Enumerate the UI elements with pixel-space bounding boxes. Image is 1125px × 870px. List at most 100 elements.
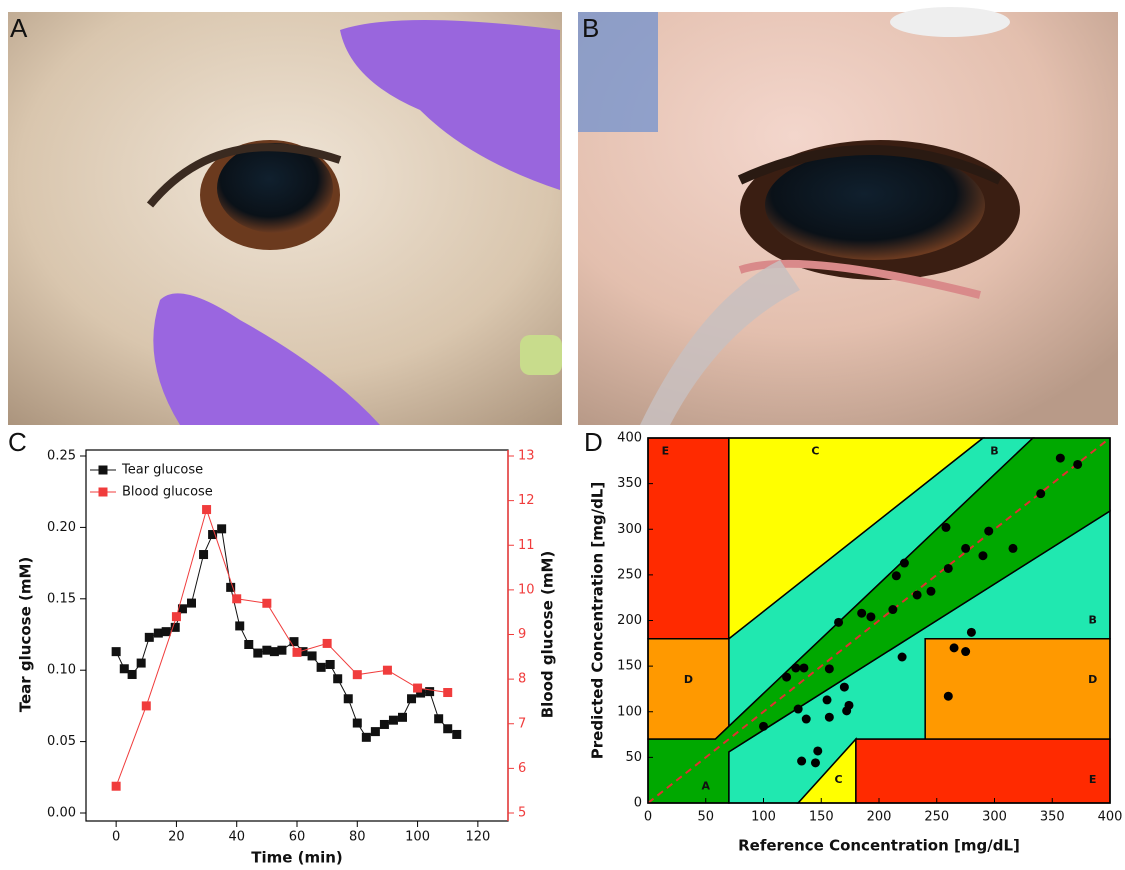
- y2-tick-label: 12: [518, 493, 535, 508]
- x-tick-label: 40: [228, 830, 245, 845]
- marker: [353, 719, 362, 728]
- marker: [244, 640, 253, 649]
- x-axis-title: Reference Concentration [mg/dL]: [738, 837, 1020, 855]
- marker: [199, 550, 208, 559]
- point: [811, 758, 820, 767]
- point: [913, 590, 922, 599]
- panel-label: C: [8, 427, 27, 457]
- point: [926, 587, 935, 596]
- point: [797, 757, 806, 766]
- point: [944, 564, 953, 573]
- marker: [389, 716, 398, 725]
- point: [941, 523, 950, 532]
- zone-label: C: [811, 445, 819, 458]
- marker: [398, 713, 407, 722]
- x-tick-label: 250: [924, 810, 949, 825]
- y2-tick-label: 11: [518, 538, 535, 553]
- y-tick-label: 150: [617, 659, 642, 674]
- point: [834, 618, 843, 627]
- x-tick-label: 0: [644, 810, 652, 825]
- legend-label: Tear glucose: [121, 463, 203, 478]
- point: [866, 612, 875, 621]
- marker: [308, 651, 317, 660]
- point: [794, 705, 803, 714]
- marker: [317, 663, 326, 672]
- x-tick-label: 80: [349, 830, 366, 845]
- y-tick-label: 300: [617, 522, 642, 537]
- marker: [232, 594, 241, 603]
- marker: [235, 621, 244, 630]
- panel-label: D: [584, 427, 603, 457]
- y2-tick-label: 8: [518, 672, 526, 687]
- x-tick-label: 20: [168, 830, 185, 845]
- legend-marker: [99, 466, 108, 475]
- x-tick-label: 100: [405, 830, 430, 845]
- point: [967, 628, 976, 637]
- marker: [145, 633, 154, 642]
- y2-tick-label: 5: [518, 806, 526, 821]
- point: [813, 746, 822, 755]
- y-tick-label: 50: [625, 750, 642, 765]
- point: [888, 605, 897, 614]
- point: [898, 653, 907, 662]
- marker: [344, 694, 353, 703]
- marker: [172, 612, 181, 621]
- zone: [648, 639, 729, 739]
- zone-label: C: [835, 773, 843, 786]
- zone: [856, 739, 1110, 803]
- marker: [112, 782, 121, 791]
- y-tick-label: 0.20: [47, 520, 76, 535]
- y2-axis-title: Blood glucose (mM): [539, 551, 557, 719]
- zone-label: A: [701, 780, 710, 793]
- x-tick-label: 50: [697, 810, 714, 825]
- y-tick-label: 0: [634, 796, 642, 811]
- point: [950, 643, 959, 652]
- panel-label: B: [582, 13, 599, 43]
- zone-label: D: [1088, 673, 1097, 686]
- legend-label: Blood glucose: [122, 485, 213, 500]
- point: [1073, 460, 1082, 469]
- marker: [120, 664, 129, 673]
- marker: [277, 646, 286, 655]
- y-tick-label: 250: [617, 567, 642, 582]
- marker: [187, 599, 196, 608]
- y-tick-label: 100: [617, 704, 642, 719]
- marker: [371, 727, 380, 736]
- y-axis-title: Tear glucose (mM): [17, 557, 35, 713]
- point: [759, 722, 768, 731]
- marker: [362, 733, 371, 742]
- point: [857, 609, 866, 618]
- y-tick-label: 0.15: [47, 591, 76, 606]
- zone-label: E: [662, 445, 670, 458]
- point: [799, 663, 808, 672]
- point: [892, 571, 901, 580]
- y2-tick-label: 6: [518, 761, 526, 776]
- marker: [434, 714, 443, 723]
- x-tick-label: 60: [289, 830, 306, 845]
- point: [823, 695, 832, 704]
- photo-a: [8, 12, 562, 425]
- marker: [323, 639, 332, 648]
- marker: [443, 688, 452, 697]
- point: [944, 692, 953, 701]
- y-tick-label: 350: [617, 476, 642, 491]
- marker: [380, 720, 389, 729]
- point: [802, 715, 811, 724]
- y-axis-title: Predicted Concentration [mg/dL]: [589, 482, 607, 759]
- zone: [925, 639, 1110, 739]
- marker: [142, 701, 151, 710]
- marker: [253, 649, 262, 658]
- marker: [353, 670, 362, 679]
- marker: [162, 627, 171, 636]
- point: [844, 701, 853, 710]
- point: [978, 551, 987, 560]
- zone-label: B: [1088, 614, 1096, 627]
- point: [900, 559, 909, 568]
- legend-marker: [99, 488, 108, 497]
- point: [825, 664, 834, 673]
- marker: [202, 505, 211, 514]
- marker: [407, 694, 416, 703]
- y2-tick-label: 13: [518, 449, 535, 464]
- point: [961, 647, 970, 656]
- marker: [425, 687, 434, 696]
